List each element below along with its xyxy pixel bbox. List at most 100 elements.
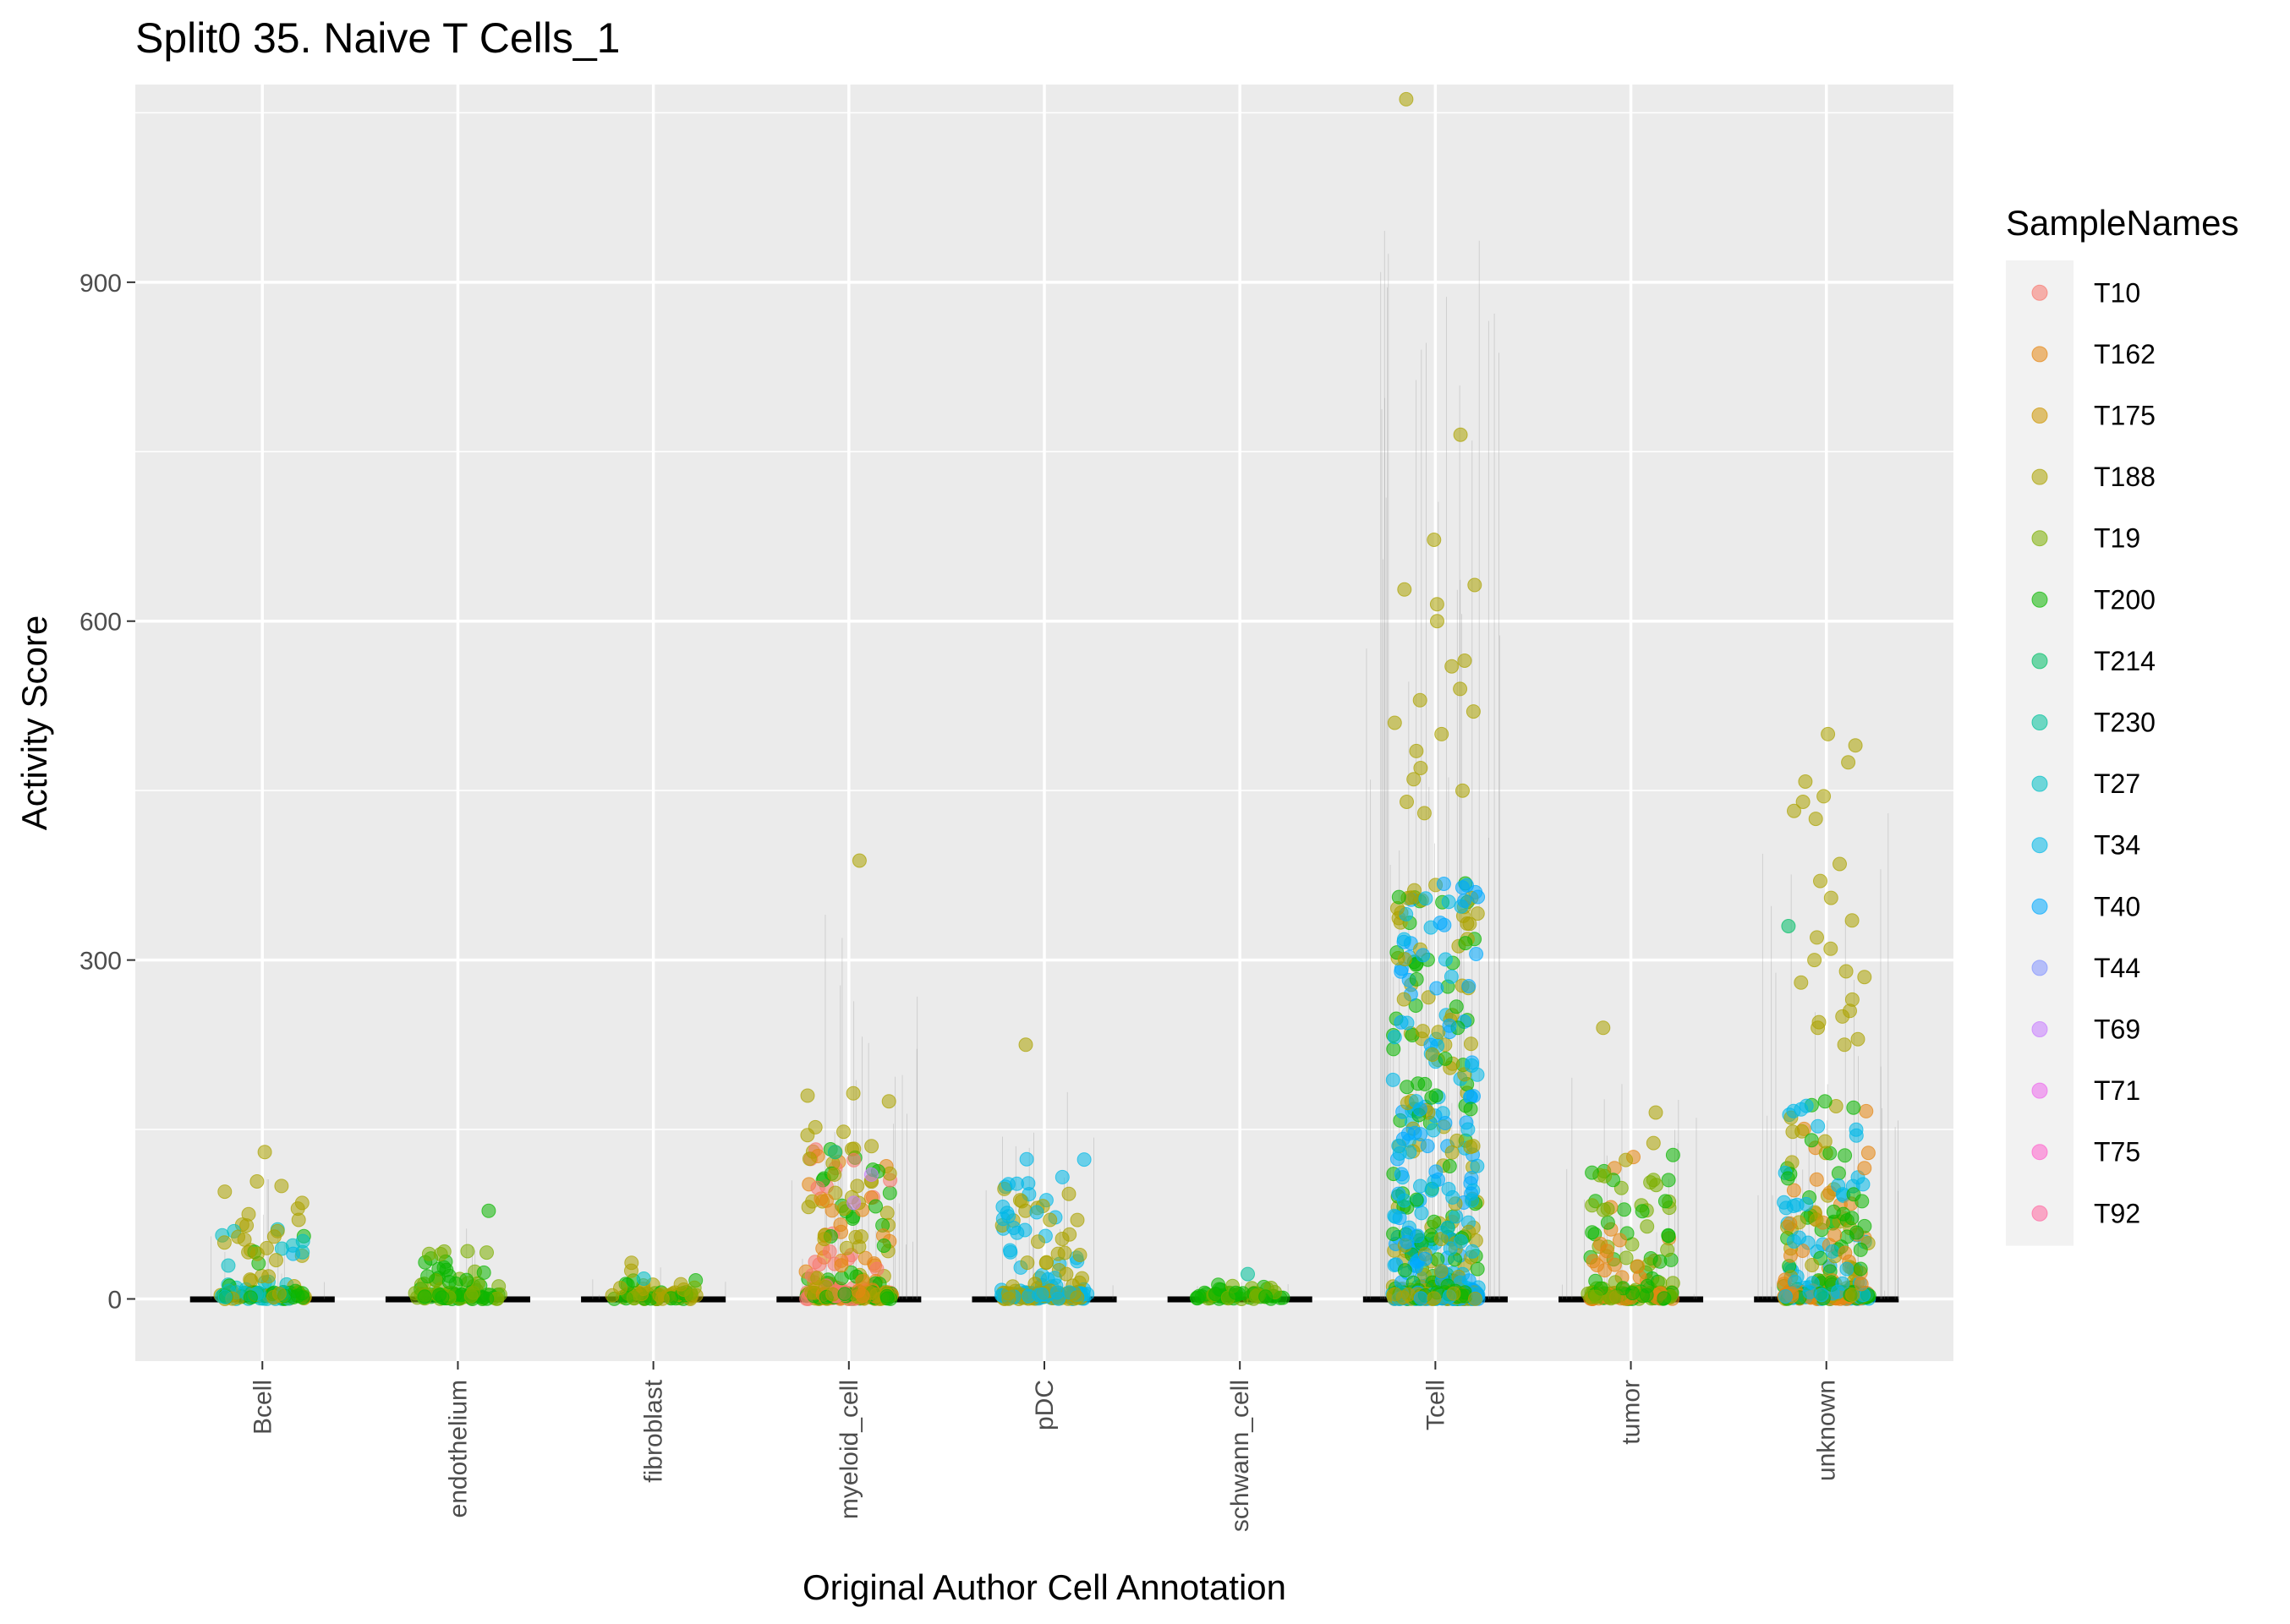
data-point (1453, 681, 1468, 697)
data-point (1427, 533, 1442, 547)
data-point (1006, 1221, 1022, 1235)
data-point (882, 1185, 897, 1200)
chart-title: Split0 35. Naive T Cells_1 (135, 14, 620, 62)
data-point (1470, 906, 1485, 921)
data-point (1838, 1148, 1853, 1163)
data-point (291, 1212, 306, 1228)
data-point (613, 1281, 627, 1295)
data-point (1446, 1286, 1461, 1301)
data-point (1430, 614, 1444, 629)
data-point (1427, 1214, 1442, 1229)
legend-label: T214 (2094, 646, 2156, 676)
data-point (1470, 1261, 1485, 1277)
data-point (1397, 582, 1412, 597)
data-point (1424, 1090, 1439, 1105)
data-point (466, 1285, 481, 1300)
data-point (817, 1232, 832, 1247)
data-point (800, 1128, 815, 1143)
data-point (1853, 1261, 1868, 1277)
data-point (1428, 1164, 1444, 1179)
data-point (1857, 970, 1872, 985)
data-point (1003, 1244, 1018, 1260)
data-point (839, 1240, 854, 1255)
legend-key (2031, 960, 2048, 976)
data-point (1409, 743, 1424, 758)
data-point (1396, 932, 1411, 947)
legend-key (2031, 1144, 2048, 1161)
data-point (837, 1287, 852, 1302)
data-point (882, 1166, 897, 1181)
legend-label: T34 (2094, 830, 2140, 861)
data-point (1387, 1208, 1402, 1223)
data-point (1463, 1102, 1478, 1117)
data-point (1817, 1134, 1833, 1149)
data-point (441, 1275, 457, 1289)
data-point (1425, 1047, 1440, 1062)
data-point (1001, 1286, 1016, 1301)
data-point (1055, 1232, 1070, 1246)
data-point (1464, 1036, 1478, 1052)
x-tick-label: pDC (1031, 1380, 1059, 1430)
x-tick-label: myeloid_cell (835, 1380, 863, 1519)
data-point (1640, 1219, 1655, 1234)
data-point (271, 1286, 287, 1301)
data-point (1795, 795, 1811, 809)
data-point (1617, 1202, 1632, 1217)
data-point (1391, 889, 1406, 905)
data-point (1827, 1228, 1843, 1243)
data-point (1846, 1100, 1861, 1115)
legend-label: T200 (2094, 584, 2156, 615)
data-point (1049, 1285, 1065, 1300)
data-point (1783, 1248, 1798, 1263)
data-point (1630, 1259, 1646, 1274)
data-point (834, 1258, 849, 1273)
data-point (1809, 1172, 1824, 1187)
data-point (1070, 1290, 1085, 1305)
data-point (1809, 1212, 1824, 1228)
data-point (802, 1151, 817, 1167)
data-point (1022, 1288, 1037, 1304)
data-point (1436, 877, 1451, 891)
data-point (851, 1283, 866, 1299)
data-point (1404, 890, 1419, 905)
legend-key (2031, 407, 2048, 424)
legend-label: T175 (2094, 401, 2156, 431)
legend-label: T44 (2094, 953, 2140, 983)
data-point (1855, 1177, 1871, 1192)
data-point (1421, 990, 1436, 1005)
data-point (1838, 964, 1854, 979)
data-point (476, 1265, 491, 1280)
data-point (255, 1269, 269, 1283)
data-point (1600, 1215, 1615, 1230)
data-point (1059, 1266, 1074, 1282)
data-point (1449, 1133, 1465, 1148)
data-point (1258, 1289, 1274, 1304)
data-point (683, 1286, 699, 1301)
data-point (1817, 1094, 1833, 1109)
data-point (1443, 1241, 1458, 1256)
data-point (1830, 1284, 1845, 1299)
data-point (216, 1235, 232, 1250)
data-point (1802, 1284, 1817, 1299)
data-point (1410, 1228, 1425, 1244)
data-point (864, 1139, 879, 1154)
data-point (1043, 1212, 1058, 1228)
data-point (1400, 795, 1414, 809)
data-point (1395, 1290, 1411, 1305)
data-point (1859, 1103, 1874, 1118)
data-point (1810, 930, 1824, 945)
data-point (812, 1257, 827, 1272)
legend-title: SampleNames (2006, 203, 2238, 243)
data-point (1418, 891, 1433, 906)
legend-label: T162 (2094, 339, 2156, 369)
data-point (1397, 952, 1412, 967)
y-axis-label: Activity Score (14, 615, 54, 830)
data-point (801, 1200, 816, 1215)
data-point (1433, 1264, 1449, 1279)
data-point (833, 1217, 848, 1233)
data-point (1590, 1258, 1604, 1272)
x-tick-label: fibroblast (640, 1379, 668, 1482)
data-point (1465, 1244, 1480, 1259)
data-point (269, 1253, 283, 1268)
data-point (1442, 1159, 1457, 1173)
